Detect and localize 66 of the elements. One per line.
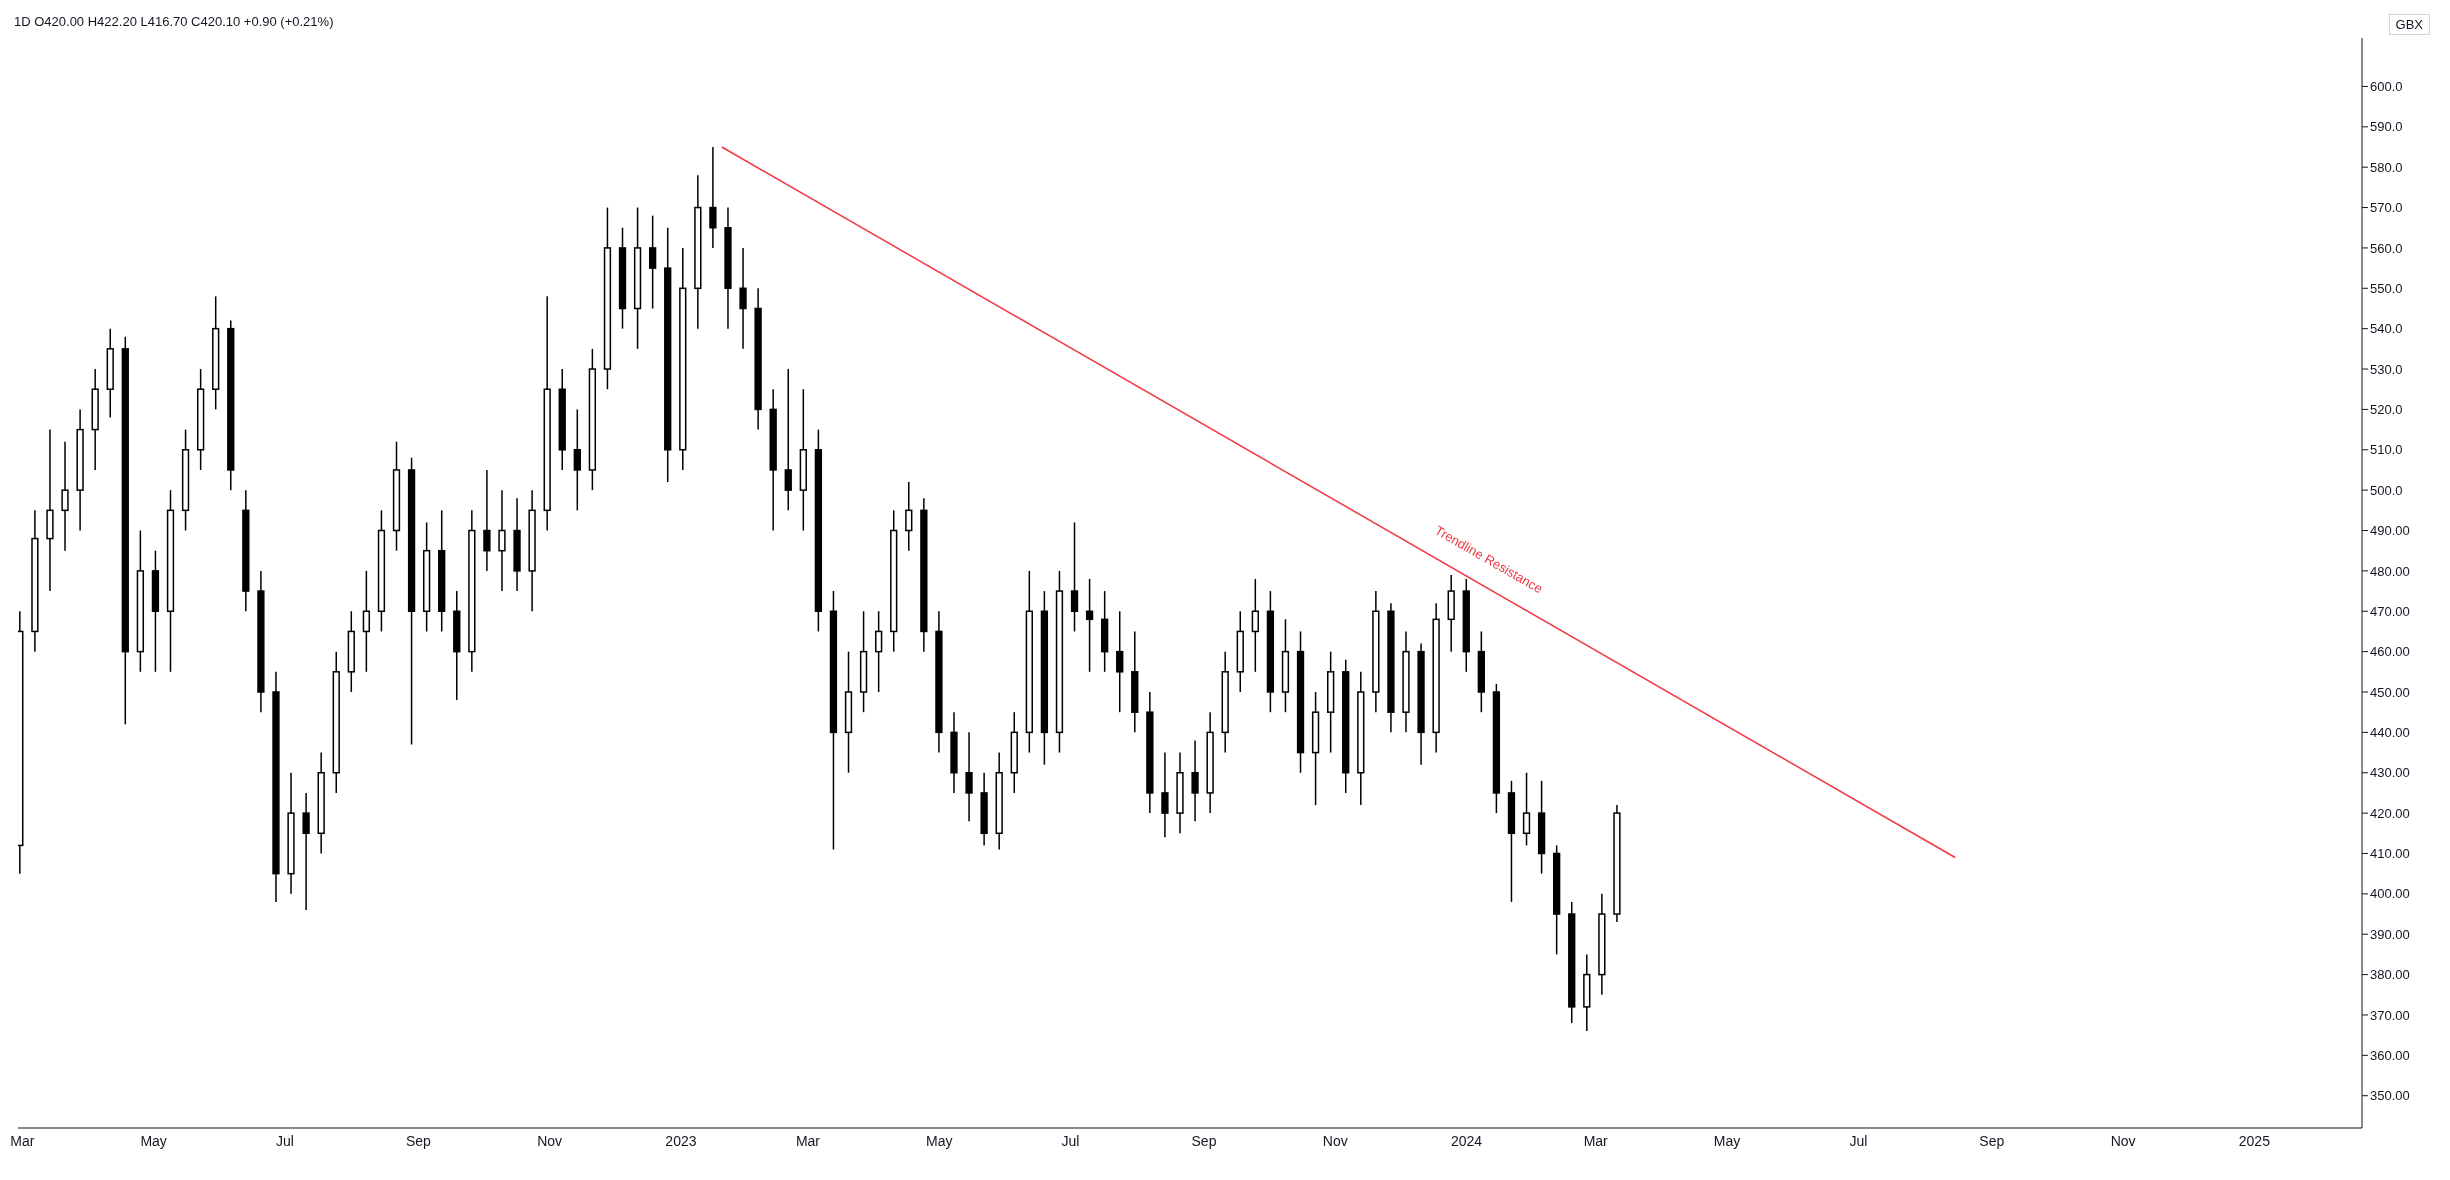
candlestick xyxy=(965,731,973,822)
y-tick-label: 370.00 xyxy=(2370,1007,2410,1023)
x-tick-label: Nov xyxy=(2110,1132,2136,1149)
y-tick-label: 600.0 xyxy=(2370,79,2403,95)
y-tick-label: 400.00 xyxy=(2370,886,2410,902)
y-tick-label: 550.0 xyxy=(2370,280,2403,296)
y-tick-label: 530.0 xyxy=(2370,361,2403,377)
y-tick-label: 450.00 xyxy=(2370,684,2410,700)
y-tick-label: 510.0 xyxy=(2370,442,2403,458)
x-tick-label: 2025 xyxy=(2238,1132,2271,1149)
y-tick-label: 560.0 xyxy=(2370,240,2403,256)
candlestick xyxy=(784,368,792,512)
x-tick-label: Mar xyxy=(1583,1132,1609,1149)
x-tick-label: May xyxy=(140,1132,167,1149)
candlestick xyxy=(362,570,371,673)
candlestick xyxy=(573,408,581,512)
x-tick-label: Nov xyxy=(537,1132,563,1149)
y-tick-label: 440.00 xyxy=(2370,724,2410,740)
candlestick xyxy=(483,469,491,572)
candlestick xyxy=(739,247,747,350)
y-tick-label: 590.0 xyxy=(2370,119,2403,135)
x-tick-label: Jul xyxy=(1061,1132,1080,1149)
candlestick xyxy=(709,146,717,249)
x-tick-label: May xyxy=(926,1132,953,1149)
x-tick-label: Mar xyxy=(795,1132,821,1149)
x-tick-label: 2024 xyxy=(1451,1132,1483,1149)
y-tick-label: 540.0 xyxy=(2370,321,2403,337)
candlestick xyxy=(1251,578,1259,673)
candlestick xyxy=(1522,771,1531,847)
x-tick-label: Jul xyxy=(275,1132,294,1149)
y-tick-label: 350.00 xyxy=(2370,1088,2410,1104)
y-tick-label: 580.0 xyxy=(2370,159,2403,175)
y-tick-label: 520.0 xyxy=(2370,402,2403,418)
x-tick-label: Sep xyxy=(1979,1132,2005,1149)
y-tick-label: 570.0 xyxy=(2370,200,2403,216)
y-tick-label: 480.00 xyxy=(2370,563,2410,579)
x-tick-label: May xyxy=(1713,1132,1741,1149)
y-tick-label: 460.00 xyxy=(2370,644,2410,660)
x-tick-label: 2023 xyxy=(665,1132,697,1149)
candlestick xyxy=(1085,578,1094,673)
candlestick xyxy=(1070,521,1079,633)
x-tick-label: Sep xyxy=(405,1132,432,1149)
candlestick xyxy=(498,489,506,592)
x-tick-label: Sep xyxy=(1191,1132,1217,1149)
y-tick-label: 360.00 xyxy=(2370,1047,2410,1063)
y-tick-label: 430.00 xyxy=(2370,765,2410,781)
y-axis-title: GBX xyxy=(2388,14,2430,35)
x-tick-label: Nov xyxy=(1322,1132,1348,1149)
candlestick xyxy=(1191,739,1199,822)
candlestick xyxy=(648,214,657,310)
y-tick-label: 390.00 xyxy=(2370,926,2410,942)
y-tick-label: 380.00 xyxy=(2370,967,2410,983)
y-tick-label: 490.00 xyxy=(2370,523,2410,539)
candlestick xyxy=(1116,610,1124,713)
candlestick xyxy=(302,792,310,911)
chart-title: 1D O420.00 H422.20 L416.70 C420.10 +0.90 (+0.21%) xyxy=(14,14,334,29)
y-tick-label: 410.00 xyxy=(2370,846,2410,862)
x-tick-label: Jul xyxy=(1849,1132,1868,1149)
y-tick-label: 470.00 xyxy=(2370,603,2410,619)
candlestick xyxy=(61,440,69,552)
candlestick xyxy=(875,610,883,693)
candlestick xyxy=(1161,751,1169,839)
y-tick-label: 500.0 xyxy=(2370,482,2403,498)
y-tick-label: 420.00 xyxy=(2370,805,2410,821)
x-tick-label: Mar xyxy=(10,1132,35,1149)
candlestick xyxy=(905,481,913,552)
